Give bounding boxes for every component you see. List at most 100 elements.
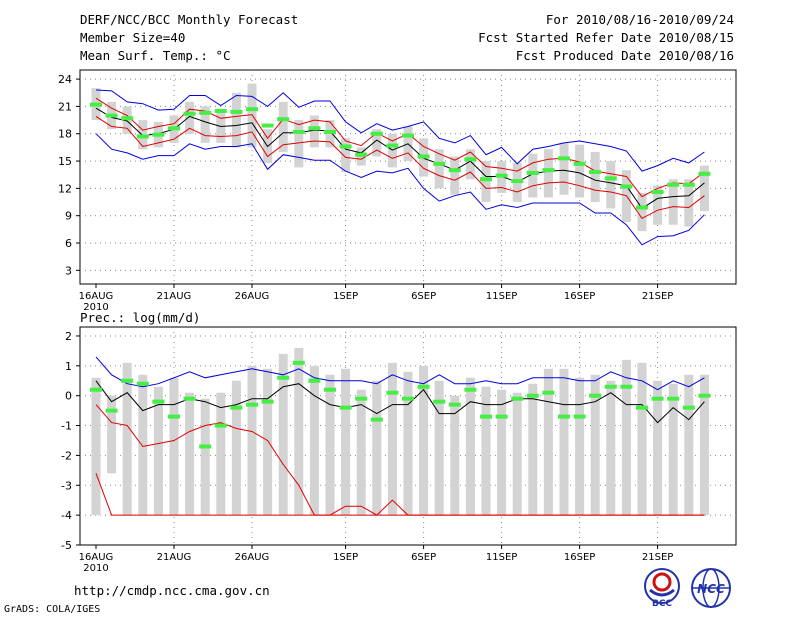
prec-marker [402,396,414,401]
prec-marker [339,405,352,410]
prec-spread-bar [278,353,288,516]
temp-marker [168,126,180,131]
prec-max-line [95,356,705,391]
prec-ytick-label: 1 [65,360,72,373]
temp-spread-bar [684,179,694,227]
temp-spread-bar [434,149,444,189]
temp-marker [324,129,336,134]
temp-marker [682,182,695,187]
source-url[interactable]: http://cmdp.ncc.cma.gov.cn [74,583,270,598]
prec-spread-bar [684,374,694,516]
temp-marker [121,116,134,121]
prec-marker [558,414,570,419]
temp-ytick-label: 24 [58,73,72,86]
temp-ytick-label: 12 [58,182,72,195]
prec-marker [246,402,258,407]
temp-marker [433,161,446,166]
temp-spread-bar [247,83,257,148]
prec-marker [573,414,586,419]
temp-spread-bar [278,101,288,152]
prec-marker [682,405,695,410]
prec-spread-bar [169,377,179,516]
temp-spread-bar [668,179,678,225]
start-date: Fcst Started Refer Date 2010/08/15 [478,30,734,45]
prec-spread-bar [668,383,678,516]
temp-marker [152,132,165,137]
temp-spread-bar [590,151,600,203]
prec-spread-bar [403,371,413,516]
temp-marker [417,154,430,159]
prec-xtick-label: 21AUG [157,552,192,563]
prec-marker [183,396,196,401]
prec-marker [168,414,180,419]
temp-xtick-label: 6SEP [411,291,436,302]
prec-marker [214,423,227,428]
temp-marker [292,129,305,134]
prec-spread-bar [559,368,569,516]
prec-marker [105,408,118,413]
temp-marker [698,171,711,176]
temp-marker [183,111,196,116]
prec-ytick-label: -5 [61,539,72,552]
prec-spread-bar [263,368,273,516]
prec-year-label: 2010 [83,563,108,574]
temp-xtick-label: 21SEP [642,291,673,302]
prec-spread-bar [356,389,366,516]
temp-xtick-label: 1SEP [333,291,358,302]
prec-xtick-label: 11SEP [486,552,517,563]
temp-spread-bar [309,115,319,148]
temp-ytick-label: 9 [65,210,72,223]
temp-spread-bar [575,144,585,198]
temp-marker [651,190,664,195]
prec-marker [355,396,368,401]
prec-spread-bar [434,380,444,516]
temp-mean-line [95,107,705,210]
prec-xtick-label: 1SEP [333,552,358,563]
temp-marker [370,131,383,136]
prec-spread-bar [465,377,475,516]
temp-marker [589,169,602,174]
prec-spread-bar [543,368,553,516]
prec-spread-bar [419,365,429,516]
prec-marker [698,393,711,398]
prec-marker [604,384,617,389]
prec-marker [199,444,212,449]
prec-marker [636,405,648,410]
temp-marker [526,170,539,175]
prec-marker [480,414,492,419]
temp-marker [261,123,274,128]
prec-spread-bar [590,374,600,516]
temp-marker [386,143,399,148]
prec-marker [589,393,602,398]
temp-marker [558,156,570,161]
temp-xtick-label: 11SEP [486,291,517,302]
temp-marker [448,168,461,173]
prec-spread-bar [185,392,195,516]
temp-frame [79,69,737,285]
temp-marker [246,107,258,112]
prec-spread-bar [497,389,507,516]
temp-spread-bar [699,165,709,212]
prec-spread-bar [341,368,351,516]
temp-marker [480,177,492,182]
temp-marker [636,205,648,210]
prec-spread-bar [653,380,663,516]
prec-marker [386,390,399,395]
prec-spread-bar [575,377,585,516]
prec-marker [370,417,383,422]
prec-panel: -5 -4 -3 -2 -1 0 1 2 16AUG 21AUG 26AUG 1SEP 6SEP 11SE… [61,326,737,574]
prec-spread-bar [637,362,647,516]
temp-marker [199,110,212,115]
prec-ytick-label: -1 [61,420,72,433]
temp-xtick-label: 21AUG [157,291,192,302]
prec-marker [121,378,134,383]
prec-panel-title: Prec.: log(mm/d) [80,310,200,325]
prec-frame [79,326,737,546]
ncc-logo: NCC [691,568,731,608]
prec-ytick-label: -3 [61,479,72,492]
prec-marker [464,387,477,392]
prec-marker [433,399,446,404]
variable-label: Mean Surf. Temp.: °C [80,48,231,63]
temp-spread-bar [450,156,460,195]
